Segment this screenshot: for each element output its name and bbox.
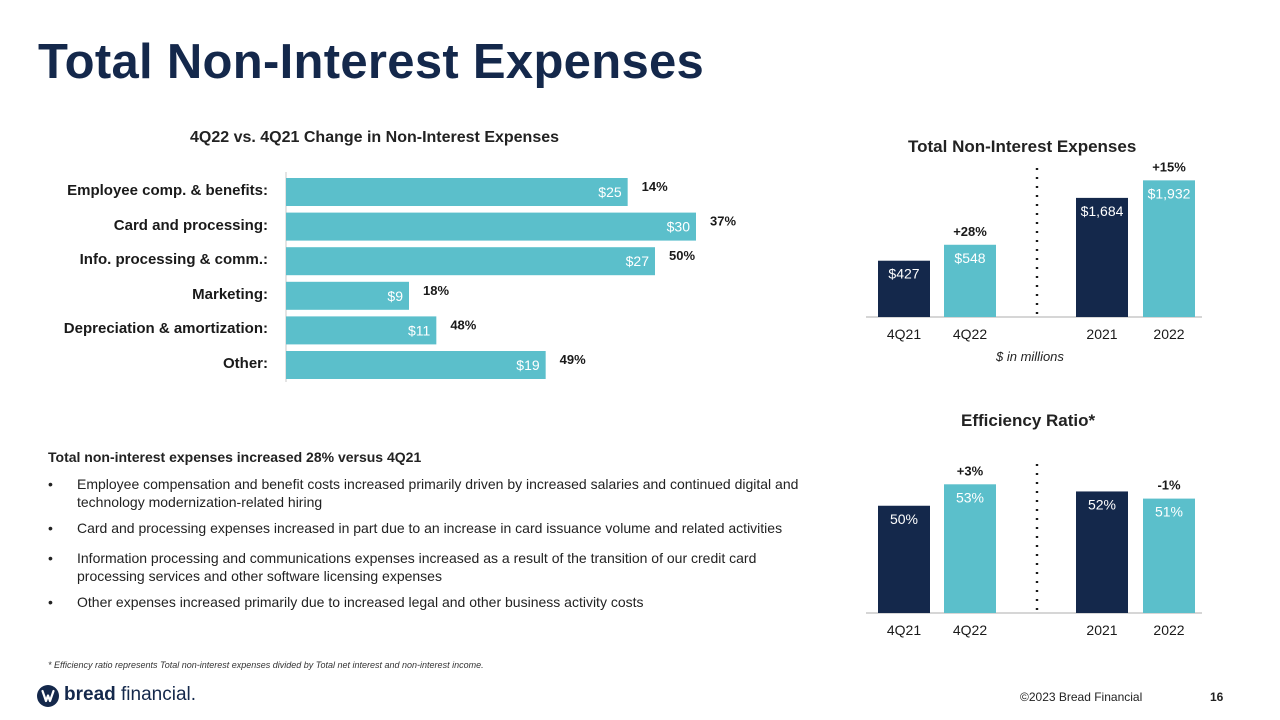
change-label: -1%: [1157, 478, 1181, 493]
efficiency-chart: 50% 4Q21 53% 4Q22 52% 2021 51% 2022 +3% -1%: [866, 463, 1202, 638]
change-category-label: Card and processing:: [113, 216, 268, 234]
brand-bold: bread: [64, 684, 116, 705]
bullet-text: Employee compensation and benefit costs …: [77, 476, 799, 510]
page-title: Total Non-Interest Expenses: [38, 35, 705, 89]
change-category-label: Employee comp. & benefits:: [67, 182, 268, 199]
x-tick-label: 2022: [1153, 326, 1184, 342]
change-pct-label: 49%: [560, 352, 586, 367]
change-category-label: Marketing:: [192, 285, 268, 303]
change-category-label: Depreciation & amortization:: [63, 320, 268, 338]
bullet-text: Card and processing expenses increased i…: [77, 520, 783, 536]
bullet-icon: •: [48, 550, 53, 566]
change-bar-value-label: $9: [387, 288, 403, 304]
bar: [1143, 498, 1195, 613]
change-bar-value-label: $11: [408, 322, 431, 338]
change-bar: [286, 178, 628, 206]
list-item: • Other expenses increased primarily due …: [48, 593, 823, 611]
bar-value-label: 51%: [1155, 504, 1183, 520]
list-item: • Employee compensation and benefit costs…: [48, 475, 823, 511]
bar-value-label: $1,684: [1081, 203, 1124, 219]
bullet-icon: •: [48, 520, 53, 536]
brand-name: bread financial.: [64, 684, 196, 706]
summary: Total non-interest expenses increased 28…: [48, 449, 823, 619]
footnote: * Efficiency ratio represents Total non-…: [48, 660, 484, 670]
change-bar-value-label: $27: [626, 253, 650, 269]
expenses-chart-title: Total Non-Interest Expenses: [908, 137, 1137, 156]
change-bar: [286, 351, 546, 379]
units-note: $ in millions: [996, 349, 1064, 364]
x-tick-label: 4Q21: [887, 326, 921, 342]
bar: [878, 260, 930, 317]
list-item: • Information processing and communicatio…: [48, 549, 823, 585]
summary-heading: Total non-interest expenses increased 28…: [48, 449, 422, 465]
x-tick-label: 2021: [1086, 326, 1117, 342]
change-pct-label: 48%: [450, 317, 476, 332]
change-bar: [286, 212, 696, 241]
change-chart-title: 4Q22 vs. 4Q21 Change in Non-Interest Exp…: [190, 129, 560, 146]
bar-value-label: $427: [888, 266, 919, 282]
expenses-chart: $427 4Q21 $548 4Q22 $1,684 2021 $1,932 2022 +28%…: [866, 160, 1202, 342]
bullet-icon: •: [48, 594, 53, 610]
bar-value-label: 52%: [1088, 496, 1116, 512]
efficiency-chart-title: Efficiency Ratio*: [961, 411, 1096, 430]
x-tick-label: 4Q22: [953, 622, 987, 638]
bar: [1143, 180, 1195, 317]
x-tick-label: 2022: [1153, 622, 1184, 638]
summary-bullets: • Employee compensation and benefit costs…: [48, 475, 823, 611]
change-bar: [286, 316, 437, 345]
change-bar: [286, 281, 409, 310]
x-tick-label: 4Q22: [953, 326, 987, 342]
bar: [944, 244, 996, 317]
change-pct-label: 14%: [642, 179, 668, 194]
bullet-text: Other expenses increased primarily due t…: [77, 594, 644, 610]
x-tick-label: 4Q21: [887, 622, 921, 638]
x-tick-label: 2021: [1086, 622, 1117, 638]
change-pct-label: 37%: [710, 214, 736, 229]
change-label: +28%: [953, 224, 987, 239]
change-label: +15%: [1152, 160, 1186, 174]
change-category-label: Info. processing & comm.:: [79, 251, 268, 269]
bread-financial-logo-icon: [37, 685, 59, 707]
bar: [944, 484, 996, 613]
copyright: ©2023 Bread Financial: [1020, 690, 1143, 704]
change-category-label: Other:: [223, 355, 268, 372]
change-label: +3%: [957, 463, 984, 478]
bar: [1076, 197, 1128, 317]
bullet-icon: •: [48, 476, 53, 492]
page-number: 16: [1210, 690, 1224, 704]
change-pct-label: 50%: [669, 248, 695, 263]
bar-value-label: $548: [954, 250, 985, 266]
bar-value-label: $1,932: [1148, 185, 1191, 201]
change-chart: $25 14% $30 37% $27 50% $9 18% $11 48% $19 49%: [285, 172, 736, 382]
brand-rest: financial.: [115, 684, 197, 705]
bullet-text: Information processing and communication…: [77, 550, 757, 584]
change-bar: [286, 247, 655, 276]
change-bar-value-label: $19: [516, 357, 540, 373]
bar-value-label: 50%: [890, 511, 918, 527]
bar: [878, 505, 930, 613]
change-bar-value-label: $25: [598, 184, 622, 200]
change-bar-value-label: $30: [667, 219, 691, 235]
change-pct-label: 18%: [423, 283, 449, 298]
bar: [1076, 491, 1128, 613]
list-item: • Card and processing expenses increased …: [48, 519, 823, 537]
bar-value-label: 53%: [956, 489, 984, 505]
